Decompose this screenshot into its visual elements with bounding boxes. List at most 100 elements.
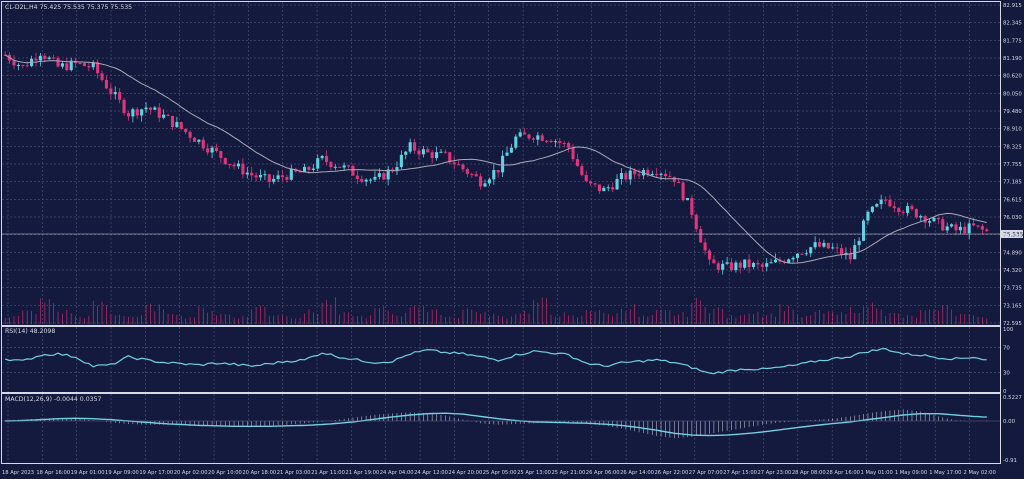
candle-body <box>430 152 434 159</box>
time-tick-label: 26 Apr 06:00 <box>586 470 620 476</box>
candle-body <box>184 128 188 132</box>
rsi-tick-label: 70 <box>1003 346 1010 352</box>
candle-body <box>773 259 778 263</box>
candle-body <box>901 211 905 213</box>
candle-body <box>175 122 179 128</box>
candle-body <box>919 216 923 218</box>
candle-body <box>250 172 254 176</box>
candle-body <box>589 181 593 184</box>
candle-body <box>593 183 597 185</box>
candle-body <box>553 141 557 143</box>
candle-body <box>694 214 698 230</box>
candle-body <box>289 168 293 180</box>
candle-body <box>615 178 619 190</box>
candle-body <box>413 142 417 151</box>
candle-body <box>963 226 967 234</box>
candle-body <box>16 64 20 66</box>
candle-body <box>258 174 263 178</box>
candle-body <box>672 176 676 182</box>
candle-body <box>848 253 852 260</box>
time-tick-label: 1 May 09:00 <box>895 470 927 476</box>
candle-body <box>747 259 751 268</box>
candle-body <box>795 253 800 258</box>
candle-body <box>373 176 377 180</box>
candle-body <box>369 179 373 181</box>
candle-body <box>712 259 716 264</box>
time-tick-label: 24 Apr 04:00 <box>380 470 414 476</box>
time-tick-label: 26 Apr 14:00 <box>620 470 654 476</box>
candle-body <box>47 57 51 59</box>
candle-body <box>153 107 157 110</box>
candle-body <box>804 253 808 255</box>
candle-body <box>109 88 113 95</box>
candle-body <box>21 64 25 66</box>
candle-body <box>285 177 289 180</box>
candle-body <box>307 166 311 170</box>
candle-body <box>822 242 826 247</box>
price-axis-labels: 82.915 82.345 81.775 81.190 80.620 80.050 79.4… <box>1003 3 1022 327</box>
candle-body <box>628 170 632 180</box>
candle-body <box>34 58 38 61</box>
candle-body <box>386 169 390 180</box>
rsi-axis-labels: 100 70 30 0 <box>1003 327 1014 395</box>
candle-body <box>950 224 954 227</box>
candle-body <box>659 173 663 175</box>
rsi-line <box>4 347 987 375</box>
candle-body <box>131 109 135 117</box>
volume-bars <box>4 297 988 324</box>
candle-body <box>650 173 654 175</box>
candle-body <box>135 109 139 116</box>
candle-body <box>333 166 337 168</box>
candle-body <box>862 220 866 241</box>
candle-body <box>417 150 421 155</box>
candle-body <box>540 135 544 141</box>
candle-body <box>382 173 386 180</box>
candle-body <box>870 206 874 212</box>
time-tick-label: 26 Apr 22:00 <box>654 470 688 476</box>
candle-body <box>320 155 324 159</box>
candle-body <box>60 63 64 67</box>
time-tick-label: 24 Apr 12:00 <box>414 470 448 476</box>
candle-body <box>685 198 690 201</box>
candle-body <box>395 167 399 172</box>
macd-tick-label: 0.00 <box>1003 419 1016 425</box>
candle-body <box>87 66 91 68</box>
candle-body <box>914 209 918 218</box>
candle-body <box>162 114 166 118</box>
candle-body <box>527 134 531 139</box>
candle-body <box>809 247 813 254</box>
rsi-tick-label: 30 <box>1003 370 1010 376</box>
candle-body <box>82 63 86 67</box>
candle-body <box>479 176 483 187</box>
candle-body <box>329 161 333 168</box>
price-tick-label: 77.755 <box>1003 162 1022 168</box>
candle-body <box>707 250 712 260</box>
candle-body <box>633 170 637 175</box>
candle-body <box>364 179 368 182</box>
price-tag-label: 75.535 <box>1003 233 1024 239</box>
candle-body <box>245 172 249 175</box>
candle-body <box>360 178 364 182</box>
candle-body <box>734 262 738 271</box>
candle-body <box>496 170 500 173</box>
candle-body <box>751 263 756 268</box>
candle-body <box>866 211 870 221</box>
price-tick-label: 82.345 <box>1003 21 1022 27</box>
candle-body <box>465 169 469 174</box>
time-tick-label: 1 May 01:00 <box>861 470 893 476</box>
candle-body <box>787 259 791 263</box>
candle-body <box>624 172 628 180</box>
price-tick-label: 80.050 <box>1003 91 1022 97</box>
candle-body <box>817 242 822 247</box>
time-tick-label: 25 Apr 13:00 <box>517 470 551 476</box>
candle-body <box>316 158 320 169</box>
candle-body <box>985 229 989 232</box>
rsi-pane-frame <box>1 326 1001 393</box>
candle-body <box>839 248 844 256</box>
candle-body <box>443 151 447 153</box>
candle-body <box>584 174 588 182</box>
candle-body <box>888 199 892 207</box>
candle-body <box>611 187 615 190</box>
candle-body <box>126 113 130 117</box>
